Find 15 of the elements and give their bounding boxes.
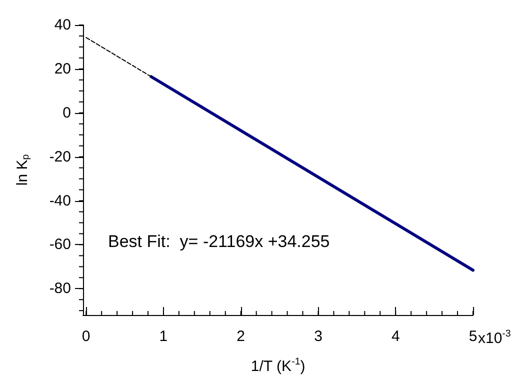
x-tick-label: 3 (314, 328, 322, 345)
y-tick-label: 0 (62, 104, 71, 122)
y-tick-label: -20 (49, 148, 71, 166)
x-tick-label: 2 (236, 328, 246, 345)
y-tick-label: -40 (49, 192, 71, 210)
x-tick-label: 0 (82, 328, 90, 345)
x-tick-label: 4 (391, 328, 400, 345)
y-tick-label: 40 (54, 16, 71, 34)
y-tick-label: 20 (54, 60, 71, 78)
y-axis-title: ln Kp (14, 154, 32, 186)
x-tick-label: 5 (468, 328, 478, 345)
y-tick-label: -60 (49, 236, 71, 254)
y-tick-label: -80 (49, 280, 71, 298)
annotation: Best Fit: y= -21169x +34.255 (108, 232, 330, 251)
x-tick-label: 1 (159, 328, 168, 345)
